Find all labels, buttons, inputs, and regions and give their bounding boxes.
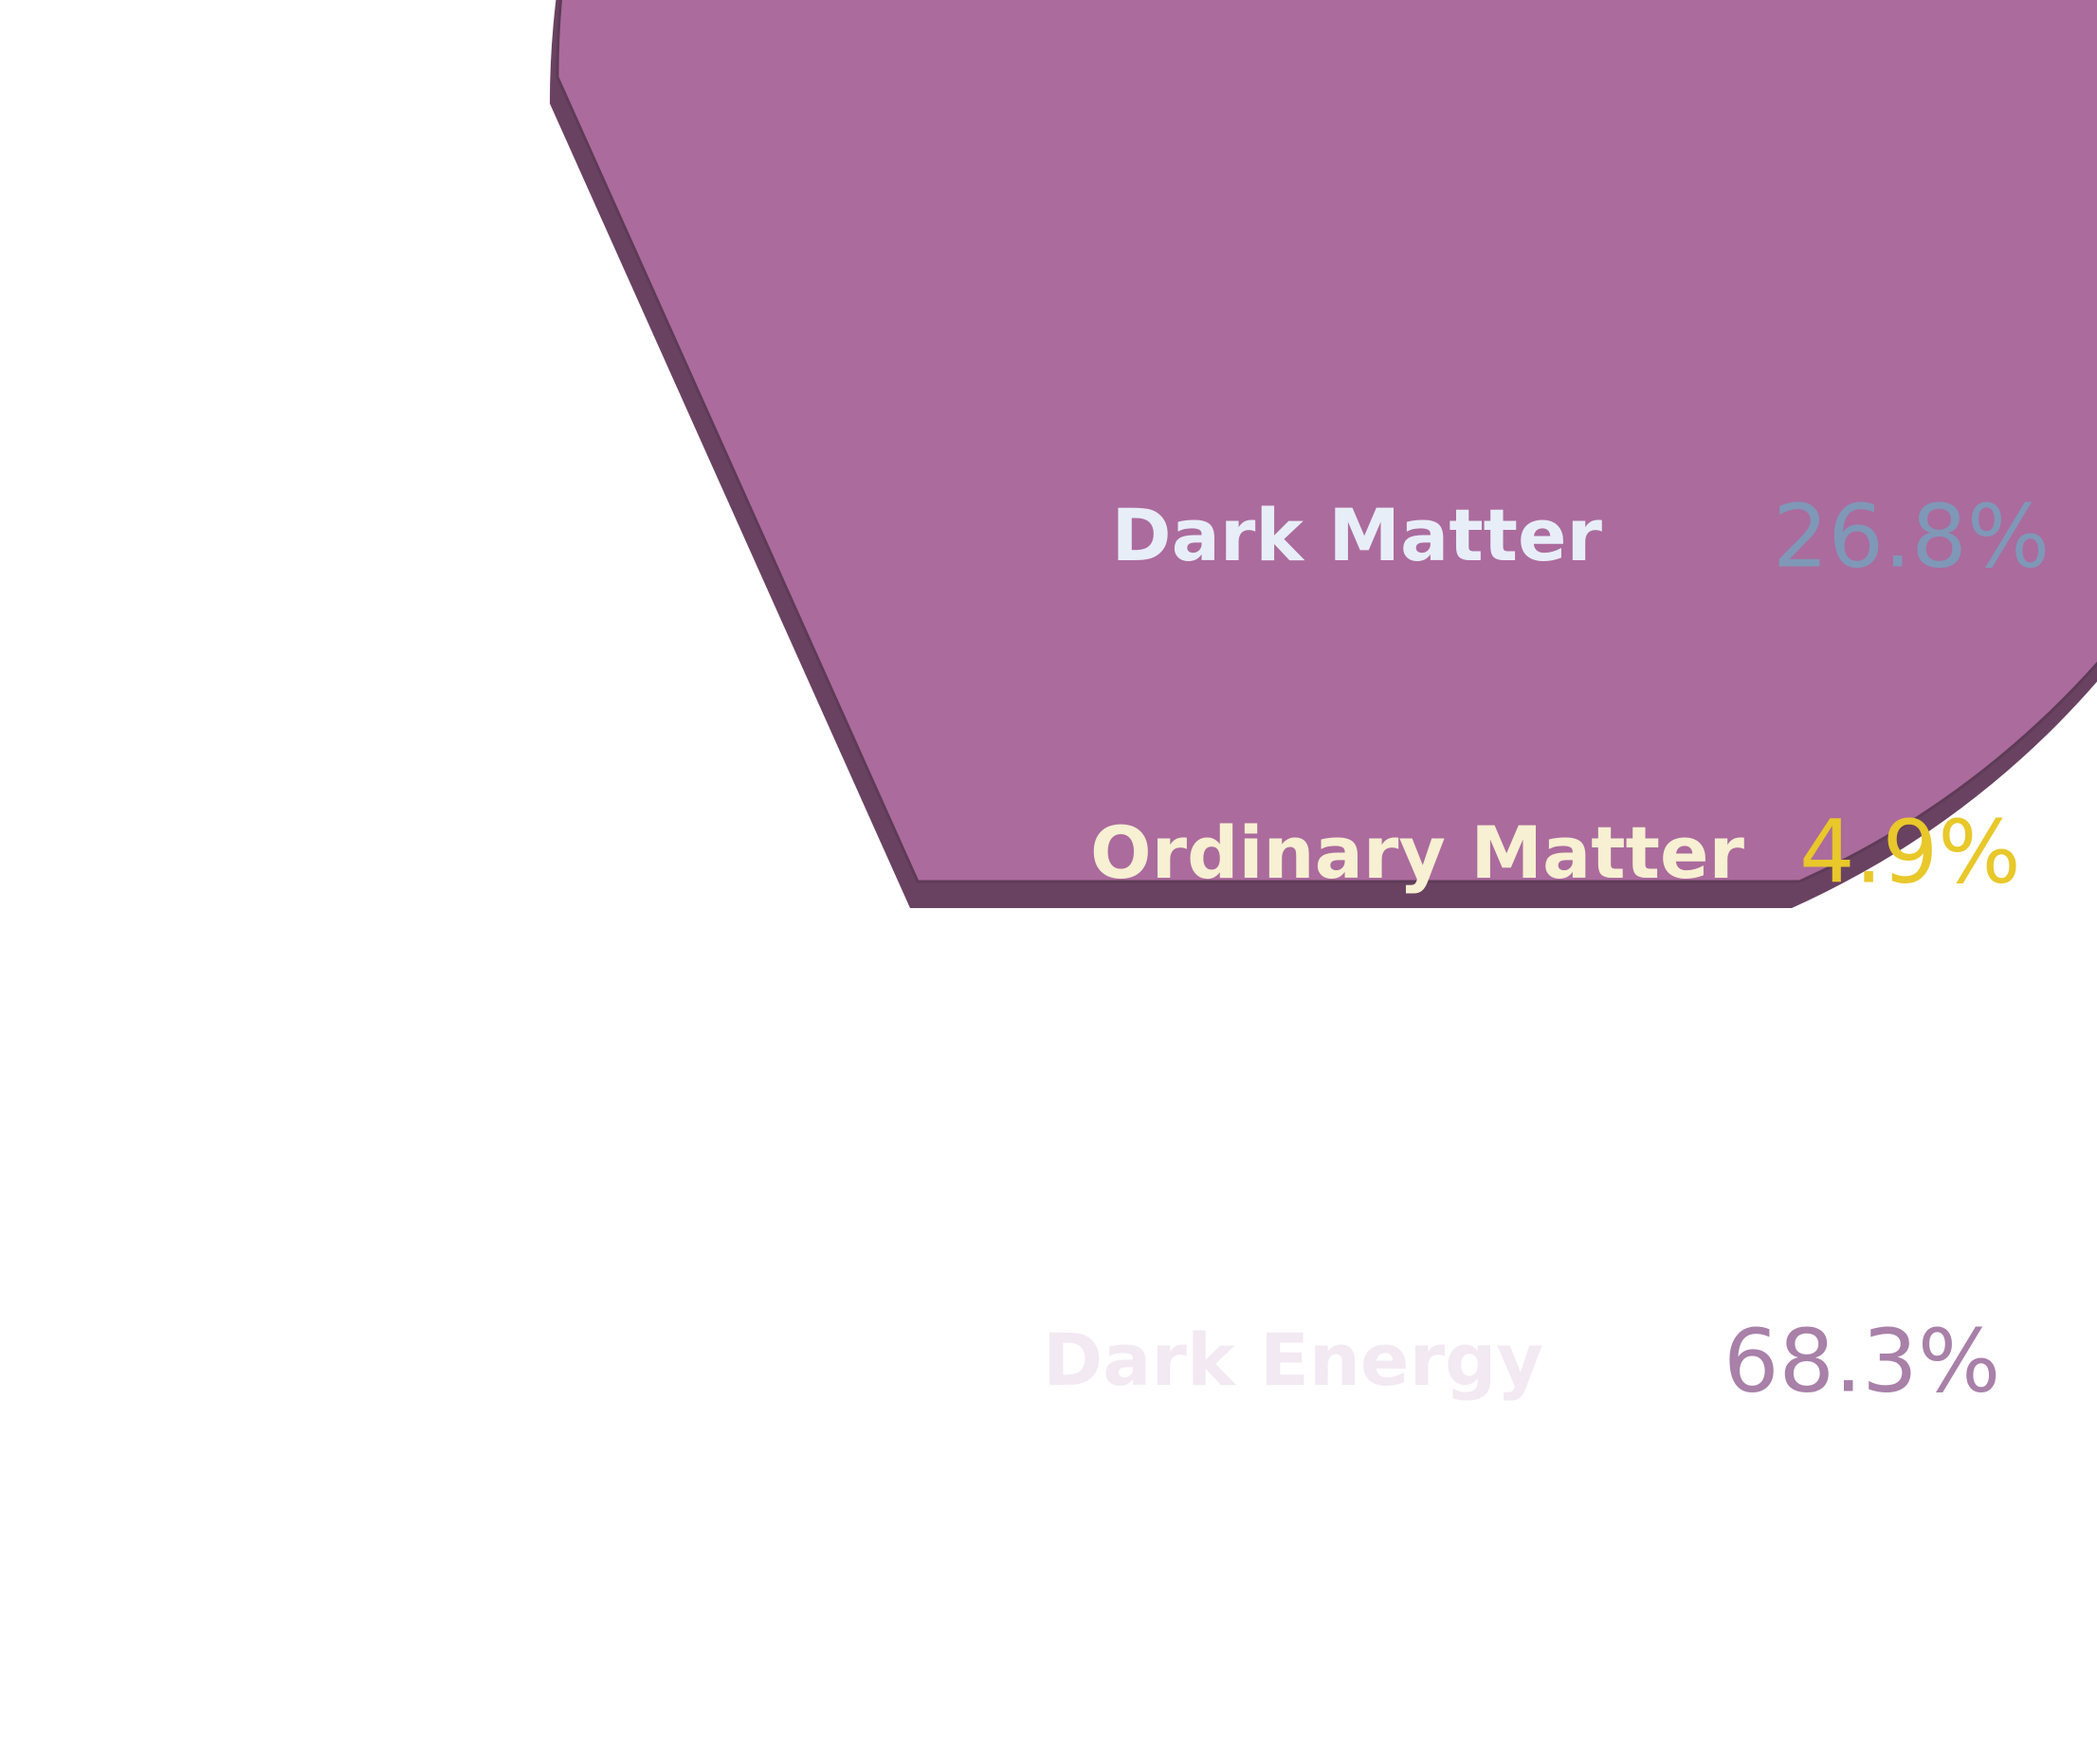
slice-label-ordinary-matter: Ordinary Matter [1090, 810, 1745, 895]
slice-value-ordinary-matter: 4.9% [1799, 801, 2021, 902]
slice-value-dark-energy: 68.3% [1723, 1310, 2000, 1411]
slice-label-dark-matter: Dark Matter [1112, 493, 1603, 577]
slice-label-dark-energy: Dark Energy [1043, 1318, 1543, 1402]
pie-labels-layer: Dark Matter 26.8% Ordinary Matter 4.9% Dark … [1043, 485, 2050, 1411]
pie-slices-layer [556, 0, 2097, 883]
slice-value-dark-matter: 26.8% [1773, 485, 2050, 587]
slice-dark-energy [556, 0, 2097, 883]
